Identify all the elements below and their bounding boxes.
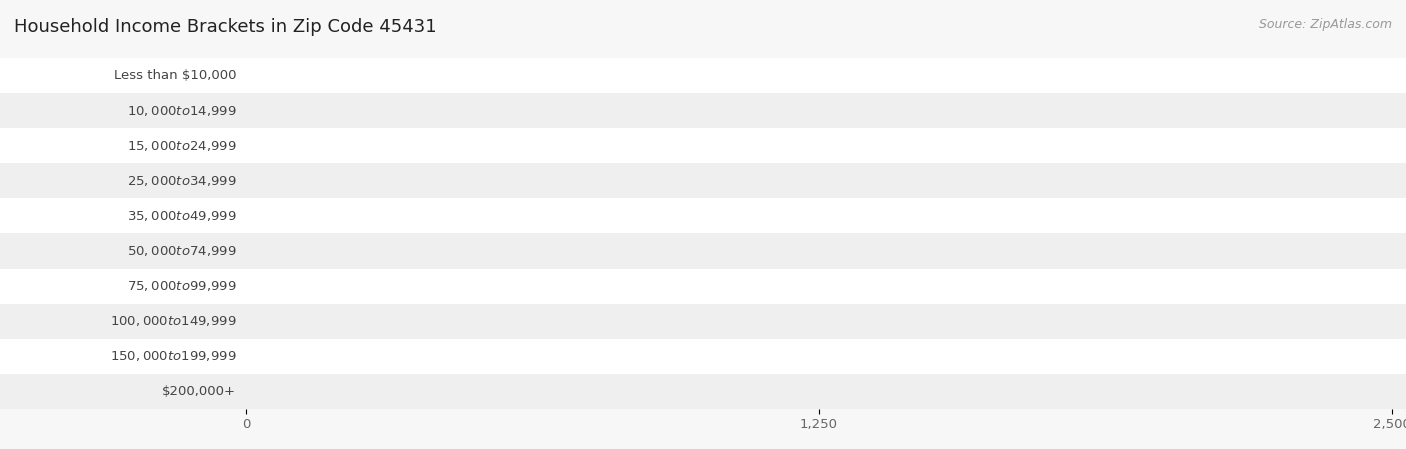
FancyBboxPatch shape	[246, 0, 1392, 449]
Bar	[0, 374, 1406, 409]
Text: 722: 722	[541, 175, 568, 187]
Bar	[0, 58, 1406, 93]
FancyBboxPatch shape	[246, 0, 658, 449]
FancyBboxPatch shape	[246, 0, 702, 449]
Text: 415: 415	[447, 70, 471, 82]
FancyBboxPatch shape	[246, 0, 1392, 449]
Text: 841: 841	[596, 385, 623, 397]
Bar	[0, 128, 1406, 163]
Text: 2,250: 2,250	[1229, 315, 1268, 327]
Bar	[0, 163, 1406, 198]
Text: 1,860: 1,860	[1050, 280, 1090, 292]
Text: Source: ZipAtlas.com: Source: ZipAtlas.com	[1258, 18, 1392, 31]
FancyBboxPatch shape	[246, 0, 1392, 449]
Text: 995: 995	[666, 350, 693, 362]
Bar	[0, 304, 1406, 339]
FancyBboxPatch shape	[246, 0, 806, 449]
FancyBboxPatch shape	[246, 0, 631, 449]
FancyBboxPatch shape	[246, 0, 1392, 449]
FancyBboxPatch shape	[246, 0, 1392, 449]
Text: $75,000 to $99,999: $75,000 to $99,999	[127, 279, 236, 293]
Bar	[0, 93, 1406, 128]
Text: $100,000 to $149,999: $100,000 to $149,999	[110, 314, 236, 328]
FancyBboxPatch shape	[246, 0, 1392, 449]
FancyBboxPatch shape	[246, 0, 576, 449]
Bar	[0, 233, 1406, 269]
Text: Less than $10,000: Less than $10,000	[114, 70, 236, 82]
Text: $10,000 to $14,999: $10,000 to $14,999	[127, 104, 236, 118]
Text: 284: 284	[388, 105, 412, 117]
FancyBboxPatch shape	[246, 0, 1392, 449]
Text: Household Income Brackets in Zip Code 45431: Household Income Brackets in Zip Code 45…	[14, 18, 437, 36]
FancyBboxPatch shape	[246, 0, 436, 449]
Bar	[0, 339, 1406, 374]
FancyBboxPatch shape	[246, 0, 1098, 449]
Text: 2,345: 2,345	[1272, 245, 1312, 257]
FancyBboxPatch shape	[246, 0, 1392, 449]
Text: $50,000 to $74,999: $50,000 to $74,999	[127, 244, 236, 258]
Text: $200,000+: $200,000+	[162, 385, 236, 397]
FancyBboxPatch shape	[246, 0, 377, 449]
Text: $25,000 to $34,999: $25,000 to $34,999	[127, 174, 236, 188]
Bar	[0, 198, 1406, 233]
Text: $150,000 to $199,999: $150,000 to $199,999	[110, 349, 236, 363]
FancyBboxPatch shape	[246, 0, 1392, 449]
FancyBboxPatch shape	[246, 0, 1392, 449]
Text: 1,220: 1,220	[756, 210, 796, 222]
Text: $35,000 to $49,999: $35,000 to $49,999	[127, 209, 236, 223]
FancyBboxPatch shape	[246, 0, 1278, 449]
Text: 900: 900	[623, 140, 650, 152]
Bar	[0, 269, 1406, 304]
FancyBboxPatch shape	[246, 0, 1320, 449]
Text: $15,000 to $24,999: $15,000 to $24,999	[127, 139, 236, 153]
